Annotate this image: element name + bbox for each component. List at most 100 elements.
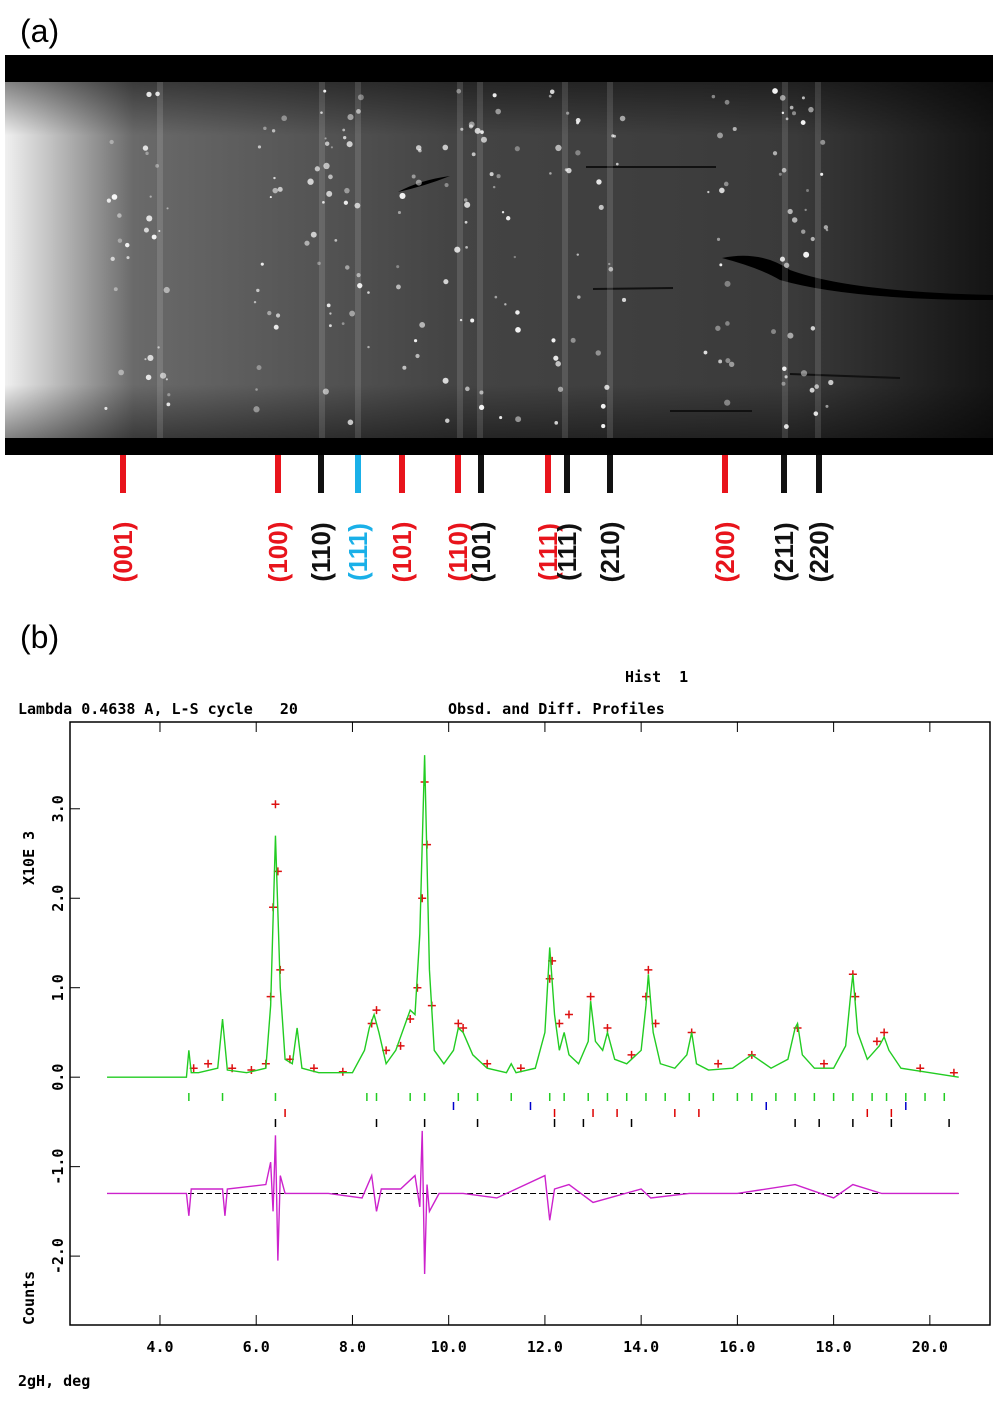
reflection-marker (318, 455, 324, 493)
spot (781, 167, 787, 173)
x-tick-label: 6.0 (243, 1338, 270, 1356)
profile-line (107, 755, 959, 1078)
spot (596, 179, 602, 185)
spot (146, 215, 153, 222)
spot (343, 200, 349, 205)
spot (269, 196, 272, 199)
spot (106, 198, 112, 203)
spot (307, 178, 314, 185)
panel-label: (a) (20, 13, 59, 49)
spot (341, 322, 345, 326)
reflection-label: (110) (306, 522, 336, 581)
spot (147, 354, 154, 361)
spot (465, 245, 468, 249)
spot (800, 370, 808, 377)
reflection-label: (111) (533, 523, 563, 581)
spot (342, 128, 346, 132)
reflection-marker (478, 455, 484, 493)
spot (459, 318, 463, 322)
spot (810, 326, 816, 331)
observed-point (880, 1028, 889, 1037)
spot (322, 388, 329, 395)
reflection-label: (210) (595, 522, 625, 583)
spot (772, 88, 778, 94)
spot (145, 151, 149, 156)
spot (255, 388, 258, 391)
x-tick-label: 12.0 (527, 1338, 563, 1356)
spot (801, 229, 806, 234)
spot (356, 273, 361, 278)
observed-point (819, 1059, 828, 1068)
profile-line (107, 1130, 959, 1275)
spot (314, 166, 320, 172)
spot (151, 234, 157, 240)
spot (600, 403, 606, 409)
spot (166, 402, 171, 407)
spot (464, 220, 468, 224)
observed-point (483, 1059, 492, 1068)
spot (126, 256, 130, 260)
observed-point (459, 1023, 468, 1032)
spot (146, 91, 152, 97)
spot (310, 231, 317, 238)
spot (155, 164, 160, 168)
spot (275, 313, 281, 318)
spot (253, 300, 257, 304)
reflection-marker (781, 455, 787, 493)
spot (566, 167, 572, 174)
spot (155, 91, 160, 97)
spot (779, 256, 786, 262)
spot (253, 406, 260, 413)
spot (415, 179, 422, 186)
reflection-label: (101) (387, 522, 417, 583)
spot (260, 262, 264, 266)
spot (576, 253, 580, 256)
observed-point (644, 965, 653, 974)
spot (782, 366, 787, 372)
observed-point (247, 1066, 256, 1075)
image-shade (5, 82, 993, 438)
spot (717, 132, 723, 139)
spot (167, 393, 171, 397)
observed-point (714, 1059, 723, 1068)
streak (457, 82, 463, 438)
spot (125, 242, 130, 248)
spot (411, 174, 416, 179)
spot (514, 146, 520, 152)
spot (575, 118, 581, 123)
spot (515, 327, 521, 333)
spot (820, 139, 826, 145)
spot (499, 416, 503, 420)
plot-frame (69, 721, 991, 1326)
y-tick-label: -2.0 (49, 1238, 67, 1274)
spot (820, 172, 824, 176)
spot (281, 115, 287, 122)
spot (397, 210, 402, 215)
spot (456, 88, 462, 94)
reflection-marker (355, 455, 361, 493)
spot (515, 310, 520, 315)
spot (715, 325, 721, 331)
spot (415, 353, 420, 359)
spot (419, 321, 426, 328)
spot (165, 378, 168, 381)
shadow (592, 287, 674, 290)
shadow (398, 176, 450, 192)
spot (615, 162, 619, 166)
spot (496, 174, 501, 179)
spot (608, 266, 614, 272)
y-tick-label: 2.0 (49, 885, 67, 912)
spot (716, 237, 721, 241)
spot (326, 190, 333, 197)
x-tick-label: 4.0 (146, 1338, 173, 1356)
spot (442, 144, 449, 151)
spot (732, 126, 737, 132)
spot (489, 172, 494, 177)
spot (494, 295, 498, 299)
spot (470, 318, 475, 323)
reflection-marker (564, 455, 570, 493)
reflection-label: (111) (343, 523, 373, 581)
spot (787, 332, 794, 339)
streak (157, 82, 163, 438)
spot (257, 145, 262, 149)
